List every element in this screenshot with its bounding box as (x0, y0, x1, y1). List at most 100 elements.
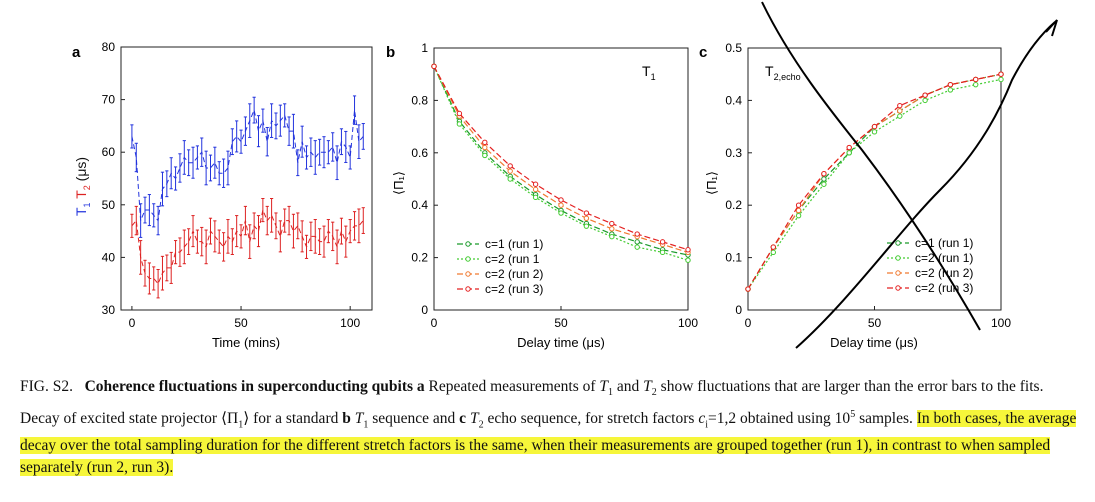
series-3-point (846, 144, 852, 151)
series-1-point (795, 212, 802, 219)
series-1-point (947, 87, 954, 93)
series-2-point (482, 144, 488, 151)
caption-bold-title: Coherence fluctuations in superconductin… (84, 378, 425, 395)
panel-b-xtick-label: 0 (431, 316, 438, 330)
panel-c-xtick-label: 50 (868, 316, 882, 330)
series-0-point (821, 176, 827, 182)
panel-letter-a: a (72, 44, 81, 61)
series-1-point (770, 249, 776, 256)
panel-b-ytick-label: 0.4 (411, 198, 428, 212)
legend-label-1: c=2 (run 1 (485, 252, 540, 266)
series-1-point (685, 257, 691, 263)
panel-c-xlabel: Delay time (μs) (830, 335, 918, 350)
series-2-point (609, 226, 615, 232)
series-1-point (634, 244, 640, 250)
series-3-point (659, 239, 666, 245)
series-1-point (897, 113, 903, 119)
pen-stroke-1 (761, 1, 981, 331)
series-2-point (532, 186, 539, 193)
panel-c-legend: c=1 (run 1)c=2 (run 1)c=2 (run 2)c=2 (ru… (887, 236, 973, 295)
panel-a-ytick-label: 50 (102, 198, 116, 212)
ylabel-t1: T (73, 207, 89, 216)
svg-text:T1 T2 (μs): T1 T2 (μs) (73, 157, 92, 216)
panel-b: b 0 0.2 0.4 0.6 0.8 1 0 50 100 T1 Delay time (μ… (386, 41, 698, 350)
series-1-point (922, 97, 928, 104)
legend-label-2: c=2 (run 2) (915, 266, 973, 280)
series-1-point (846, 150, 852, 156)
series-2-point (558, 202, 564, 208)
series-1-point (558, 210, 564, 216)
panel-b-xtick-label: 50 (554, 316, 568, 330)
legend-label-1: c=2 (run 1) (915, 251, 973, 265)
panel-c: c 0 0.1 0.2 0.3 0.4 0.5 0 50 100 T2,echo Delay … (699, 41, 1011, 350)
figure-caption: FIG. S2. Coherence fluctuations in super… (20, 378, 1077, 476)
panel-b-legend: c=1 (run 1)c=2 (run 1c=2 (run 2)c=2 (run… (457, 237, 543, 296)
series-3-point (795, 202, 802, 208)
panel-b-xlabel: Delay time (μs) (517, 335, 605, 350)
legend-marker-1 (895, 255, 901, 261)
panel-b-ytick-label: 0.6 (411, 146, 428, 160)
series-3-point (583, 210, 590, 216)
legend-label-3: c=2 (run 3) (485, 282, 543, 296)
series-1-point (659, 249, 666, 256)
panel-letter-c: c (699, 44, 707, 61)
series-3-point (897, 102, 903, 109)
panel-c-ytick-label: 0.1 (725, 251, 742, 265)
legend-marker-1 (465, 256, 471, 262)
legend-label-3: c=2 (run 3) (915, 281, 973, 295)
series-2-point (583, 215, 590, 222)
panel-b-ytick-label: 1 (421, 41, 428, 55)
panel-a-xtick-label: 100 (340, 316, 360, 330)
series-3-point (507, 163, 513, 169)
t1-series-line (131, 108, 364, 222)
panel-b-xtick-label: 100 (678, 316, 698, 330)
panel-c-annotation: T2,echo (765, 63, 801, 82)
series-3-point (685, 247, 691, 253)
legend-marker-3 (895, 285, 901, 291)
series-1-point (482, 152, 488, 159)
panel-a-ylabel: T1 T2 (μs) (73, 157, 92, 216)
series-2-line (433, 66, 689, 253)
series-1-point (821, 181, 827, 187)
panel-a-xtick-label: 50 (234, 316, 248, 330)
series-1-point (583, 223, 590, 229)
series-1-line (433, 66, 689, 261)
legend-marker-2 (465, 271, 471, 277)
series-0-point (634, 239, 640, 245)
series-3-point (609, 220, 615, 227)
panel-b-frame (433, 47, 689, 311)
series-3-line (433, 66, 689, 251)
panel-a-ytick-label: 60 (102, 145, 116, 159)
panel-b-annotation: T1 (642, 63, 656, 82)
series-3-point (558, 197, 564, 203)
panel-c-xtick-label: 100 (991, 316, 1011, 330)
panel-a-ytick-label: 80 (102, 40, 116, 54)
series-3-point (532, 181, 539, 187)
series-3-point (871, 123, 878, 130)
panel-c-ytick-label: 0.3 (725, 146, 742, 160)
series-1-point (998, 76, 1004, 83)
panel-b-ytick-label: 0.2 (411, 251, 428, 265)
panel-a: a 30 40 50 60 70 80 0 50 100 Time (mins) T1 T2 … (72, 40, 373, 350)
panel-a-ytick-label: 40 (102, 250, 116, 264)
series-3-point (821, 171, 827, 177)
legend-marker-2 (895, 270, 901, 276)
panel-b-ylabel: ⟨Π₁⟩ (391, 171, 406, 195)
series-2-point (897, 108, 903, 114)
series-3-point (973, 76, 979, 83)
panel-a-frame (120, 46, 373, 311)
t2-series-line (131, 208, 364, 285)
panel-letter-b: b (386, 44, 395, 61)
legend-marker-0 (465, 241, 471, 247)
series-3-point (745, 286, 751, 292)
panel-a-ytick-label: 30 (102, 303, 116, 317)
series-3-point (634, 231, 640, 237)
legend-label-0: c=1 (run 1) (485, 237, 543, 251)
series-2-point (507, 168, 513, 174)
series-1-point (609, 233, 615, 240)
panel-c-xtick-label: 0 (745, 316, 752, 330)
panel-b-ytick-label: 0 (421, 303, 428, 317)
series-3-point (456, 110, 463, 117)
series-3-point (431, 63, 437, 70)
